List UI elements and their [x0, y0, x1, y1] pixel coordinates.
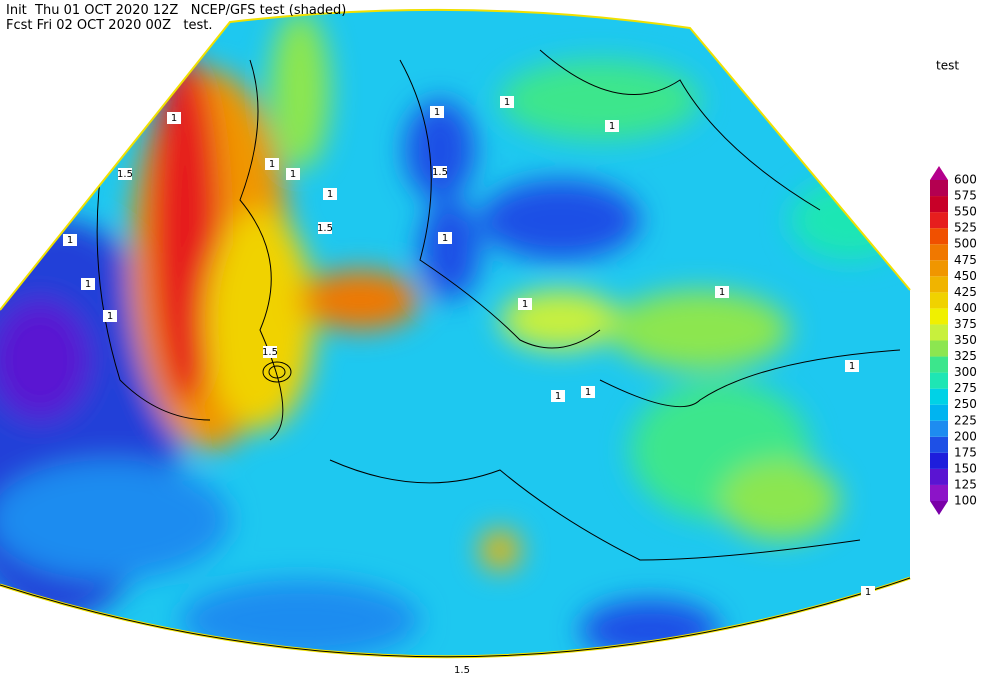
contour-label: 1 [522, 299, 528, 310]
colorbar-box [930, 260, 948, 277]
colorbar-box [930, 452, 948, 469]
header-line: Fcst Fri 02 OCT 2020 00Z test. [6, 18, 212, 33]
contour-label: 1 [609, 121, 615, 132]
contour-label-bg [518, 298, 532, 310]
contour-label-bg [430, 106, 444, 118]
contour-label-bg [323, 188, 337, 200]
colorbar-label: 325 [954, 349, 977, 363]
colorbar-label: 425 [954, 285, 977, 299]
contour-label: 1.5 [432, 167, 448, 178]
contour-label-bg [318, 222, 332, 234]
colorbar-box [930, 228, 948, 245]
colorbar-label: 525 [954, 221, 977, 235]
contour-label: 1 [849, 361, 855, 372]
colorbar-end [930, 501, 948, 515]
colorbar-label: 275 [954, 381, 977, 395]
colorbar-box [930, 308, 948, 325]
contour-label: 1 [585, 387, 591, 398]
contour-label-bg [845, 360, 859, 372]
contour-labels: 1 1.5 1 1 1 1.5 1.5 1 1 1 1.5 1 1 1 1 1 1 1 1 1 1 1.5 [63, 96, 875, 676]
colorbar-label: 500 [954, 237, 977, 251]
colorbar-label: 300 [954, 365, 977, 379]
contour-label-bg [263, 346, 277, 358]
colorbar-box [930, 180, 948, 197]
colorbar-box [930, 292, 948, 309]
legend-title: test [936, 59, 959, 73]
contour-label: 1 [865, 587, 871, 598]
contour-label: 1 [67, 235, 73, 246]
colorbar-box [930, 404, 948, 421]
colorbar-box [930, 420, 948, 437]
colorbar-label: 125 [954, 477, 977, 491]
contour-label-bg [455, 664, 469, 676]
colorbar-label: 575 [954, 189, 977, 203]
contour-label: 1.5 [117, 169, 133, 180]
contour-label-bg [500, 96, 514, 108]
contour-label-bg [438, 232, 452, 244]
contour-label-bg [286, 168, 300, 180]
contour-label: 1 [442, 233, 448, 244]
colorbar-label: 600 [954, 173, 977, 187]
colorbar-end [930, 166, 948, 180]
contour-label: 1 [434, 107, 440, 118]
contour-label: 1 [327, 189, 333, 200]
contour-label: 1 [290, 169, 296, 180]
colorbar-label: 475 [954, 253, 977, 267]
header-line: Init Thu 01 OCT 2020 12Z NCEP/GFS test (… [6, 3, 346, 18]
colorbar-label: 150 [954, 461, 977, 475]
colorbar-box [930, 484, 948, 501]
colorbar-box [930, 372, 948, 389]
colorbar-box [930, 356, 948, 373]
colorbar-label: 225 [954, 413, 977, 427]
contour-label-bg [581, 386, 595, 398]
contour-label-bg [551, 390, 565, 402]
colorbar-label: 400 [954, 301, 977, 315]
colorbar-box [930, 244, 948, 261]
colorbar: 100 125 150 175 200 225 250 275 300 325 350 375 400 4… [930, 166, 977, 515]
contour-label-bg [715, 286, 729, 298]
colorbar-label: 100 [954, 494, 977, 508]
colorbar-box [930, 468, 948, 485]
contour-label: 1 [85, 279, 91, 290]
contour-label-bg [81, 278, 95, 290]
colorbar-label: 250 [954, 397, 977, 411]
colorbar-label: 350 [954, 333, 977, 347]
colorbar-box [930, 212, 948, 229]
coastlines [96, 49, 901, 561]
contour-label: 1 [504, 97, 510, 108]
contour-label-bg [167, 112, 181, 124]
contour-label-bg [103, 310, 117, 322]
contour-label: 1 [107, 311, 113, 322]
contour-label-bg [118, 168, 132, 180]
colorbar-label: 550 [954, 205, 977, 219]
colorbar-box [930, 196, 948, 213]
contour-label-bg [433, 166, 447, 178]
colorbar-box [930, 340, 948, 357]
contour-label-bg [63, 234, 77, 246]
colorbar-label: 200 [954, 429, 977, 443]
contour-label: 1 [555, 391, 561, 402]
contour-label-bg [265, 158, 279, 170]
colorbar-label: 375 [954, 317, 977, 331]
colorbar-label: 450 [954, 269, 977, 283]
contour-label: 1 [719, 287, 725, 298]
colorbar-box [930, 276, 948, 293]
contour-label: 1.5 [317, 223, 333, 234]
contour-label-bg [861, 586, 875, 598]
contour-label-bg [605, 120, 619, 132]
colorbar-box [930, 436, 948, 453]
contour-label: 1.5 [454, 665, 470, 676]
contour-label: 1 [171, 113, 177, 124]
contour-label: 1 [269, 159, 275, 170]
colorbar-box [930, 388, 948, 405]
contour-label: 1.5 [262, 347, 278, 358]
colorbar-box [930, 324, 948, 341]
colorbar-label: 175 [954, 445, 977, 459]
